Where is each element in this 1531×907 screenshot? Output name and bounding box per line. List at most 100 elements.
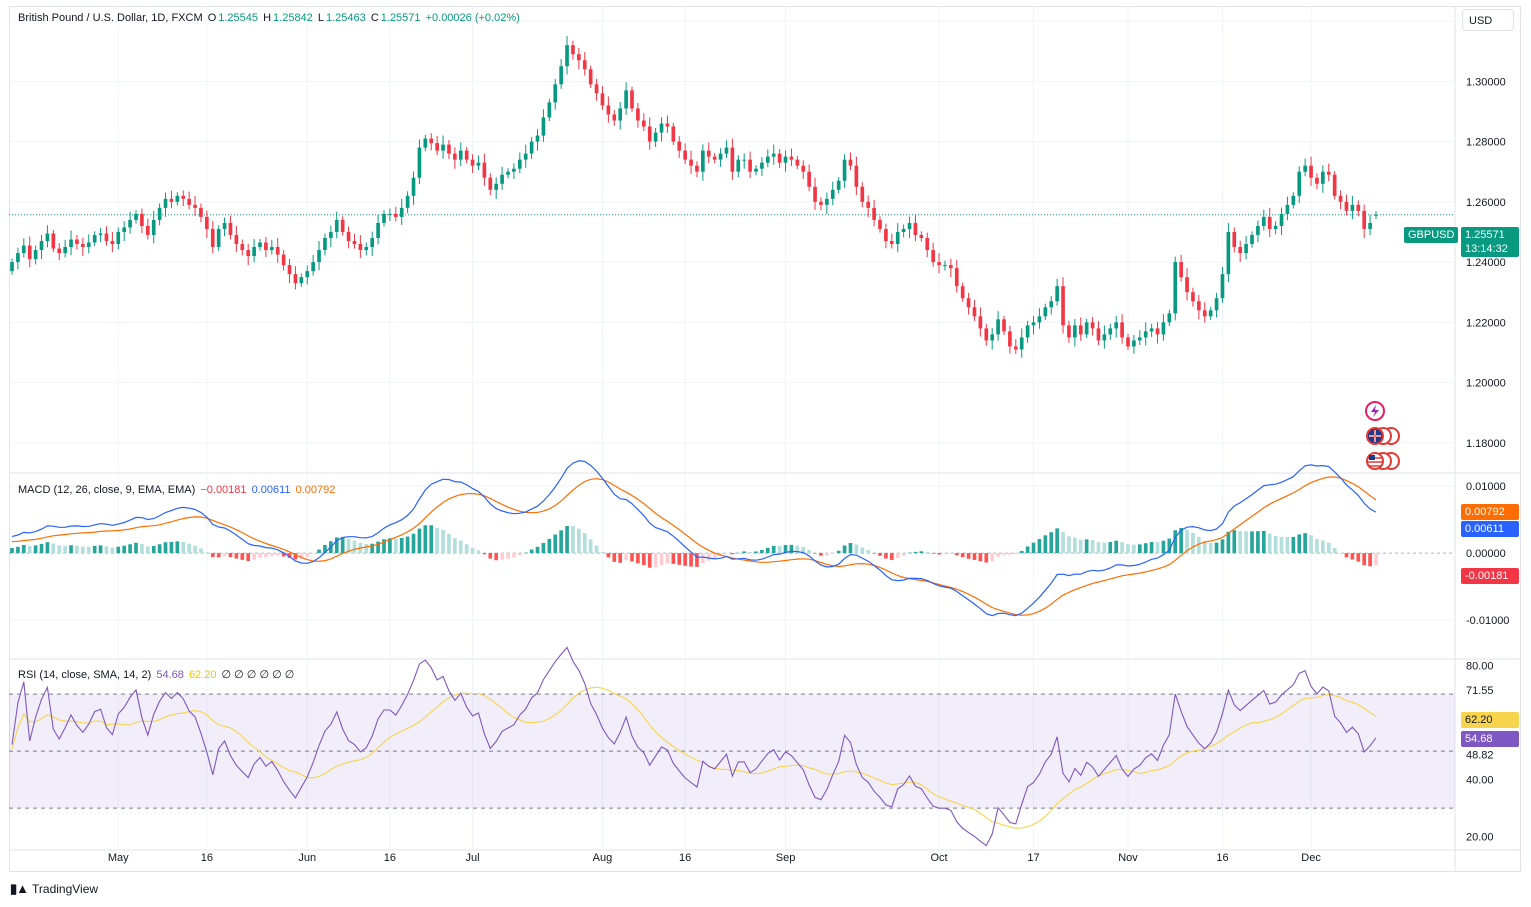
macd-histogram-bar xyxy=(1043,535,1048,554)
candle-body xyxy=(329,231,333,238)
macd-histogram-bar xyxy=(1179,527,1183,554)
candle-body xyxy=(535,135,540,142)
event-markers[interactable] xyxy=(1360,400,1400,470)
currency-button[interactable]: USD xyxy=(1462,9,1514,31)
candle-body xyxy=(1161,322,1166,335)
candle-body xyxy=(1167,313,1172,323)
macd-legend-label[interactable]: MACD (12, 26, close, 9, EMA, EMA) xyxy=(18,484,196,496)
candle xyxy=(984,323,989,346)
macd-histogram-bar xyxy=(966,553,971,559)
macd-histogram-bar xyxy=(990,553,995,562)
candle xyxy=(240,239,245,256)
macd-histogram-bar xyxy=(1126,544,1130,554)
low-value: 1.25463 xyxy=(325,12,366,24)
macd-histogram-bar xyxy=(128,544,132,554)
candle-body xyxy=(240,244,245,251)
macd-histogram-bar xyxy=(340,537,345,554)
macd-histogram-bar xyxy=(748,551,752,554)
candle-body xyxy=(441,144,445,151)
candle xyxy=(748,151,752,179)
time-tick-label: Sep xyxy=(776,852,796,864)
macd-line xyxy=(11,460,1377,617)
candle xyxy=(16,247,20,270)
candle xyxy=(1191,287,1195,307)
candle-body xyxy=(1114,322,1119,329)
candle xyxy=(222,217,227,237)
candle xyxy=(305,265,310,285)
tradingview-logo[interactable]: ▮▲ TradingView xyxy=(10,881,98,897)
candle xyxy=(1096,321,1101,345)
macd-histogram-bar xyxy=(1344,553,1349,558)
macd-tag-macd: 0.00611 xyxy=(1461,521,1519,537)
macd-histogram-bar xyxy=(1114,540,1119,554)
candle-body xyxy=(1202,310,1207,317)
candle xyxy=(187,191,191,210)
candle xyxy=(854,156,859,195)
candle xyxy=(765,149,770,168)
candle-body xyxy=(51,233,56,249)
lightning-icon[interactable] xyxy=(1365,401,1385,421)
candle-body xyxy=(169,198,174,202)
candle xyxy=(895,222,900,253)
macd-histogram-bar xyxy=(1315,538,1319,554)
candle-body xyxy=(151,219,156,235)
candle-body xyxy=(777,153,782,163)
candle xyxy=(600,86,605,110)
candle xyxy=(807,164,811,192)
candle xyxy=(1025,320,1030,343)
candle xyxy=(1326,163,1331,182)
macd-histogram-bar xyxy=(134,542,138,554)
macd-histogram-bar xyxy=(1173,530,1178,554)
candle-body xyxy=(842,159,847,181)
candle-body xyxy=(116,231,121,245)
candle xyxy=(1362,204,1367,238)
candle-body xyxy=(157,207,162,220)
candle-body xyxy=(275,247,280,255)
candle xyxy=(1356,200,1361,217)
macd-histogram-bar xyxy=(464,544,469,554)
candle xyxy=(411,171,416,205)
candle-body xyxy=(931,250,935,263)
candle-body xyxy=(246,250,251,257)
macd-histogram-bar xyxy=(943,553,947,555)
candle-body xyxy=(1244,244,1248,254)
macd-pane xyxy=(10,460,1378,617)
candle-body xyxy=(506,171,510,175)
chart-frame xyxy=(9,6,1521,872)
candle xyxy=(21,238,26,258)
us-flag-icon[interactable] xyxy=(1366,452,1400,470)
rsi-legend-sma: 62.20 xyxy=(188,669,217,681)
candle-body xyxy=(110,241,115,245)
time-tick-label: May xyxy=(108,852,129,864)
candle-body xyxy=(512,168,516,172)
candle-body xyxy=(16,253,20,263)
macd-histogram-bar xyxy=(706,553,711,561)
symbol-title[interactable]: British Pound / U.S. Dollar, 1D, FXCM xyxy=(18,12,203,24)
macd-histogram-bar xyxy=(317,549,321,554)
candle xyxy=(1238,240,1243,263)
candle xyxy=(453,147,457,169)
candle xyxy=(234,225,239,253)
rsi-pane xyxy=(9,646,1455,847)
candle-body xyxy=(175,195,180,202)
macd-histogram-bar xyxy=(299,553,304,559)
candle xyxy=(754,165,758,176)
uk-flag-icon[interactable] xyxy=(1366,427,1400,445)
rsi-sma-line xyxy=(11,686,1377,829)
candle-body xyxy=(1261,216,1266,226)
candle-body xyxy=(281,254,286,266)
macd-histogram-bar xyxy=(919,551,924,554)
candle-body xyxy=(193,204,197,208)
candle xyxy=(553,78,558,110)
candle xyxy=(116,227,121,250)
candle-body xyxy=(1220,274,1225,299)
time-tick-label: 16 xyxy=(1216,852,1228,864)
macd-histogram-bar xyxy=(641,553,646,566)
macd-legend-signal: 0.00792 xyxy=(295,484,336,496)
candle-body xyxy=(819,201,823,205)
candle-body xyxy=(671,126,676,142)
candle xyxy=(382,210,386,227)
macd-histogram-bar xyxy=(760,549,764,554)
rsi-legend-label[interactable]: RSI (14, close, SMA, 14, 2) xyxy=(18,669,152,681)
